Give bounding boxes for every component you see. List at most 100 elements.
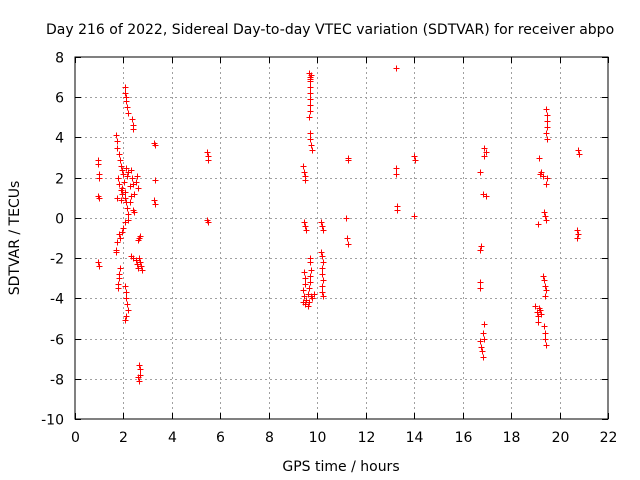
data-point <box>543 217 550 224</box>
data-point <box>300 163 307 170</box>
data-point <box>205 157 212 164</box>
data-point <box>575 147 582 154</box>
data-point <box>205 219 212 226</box>
x-tick-label: 6 <box>216 430 225 446</box>
data-point <box>305 303 312 310</box>
data-point <box>123 98 130 105</box>
data-point <box>477 247 484 254</box>
data-point <box>307 84 314 91</box>
data-point <box>543 181 550 188</box>
data-point <box>118 197 125 204</box>
data-point <box>544 136 551 143</box>
y-tick-label: -10 <box>41 413 64 429</box>
data-point <box>96 175 103 182</box>
data-point <box>120 171 127 178</box>
data-point <box>479 348 486 355</box>
data-point <box>544 112 551 119</box>
data-point <box>542 283 549 290</box>
data-point <box>139 267 146 274</box>
data-point <box>119 185 126 192</box>
data-point <box>135 185 142 192</box>
data-point <box>543 287 550 294</box>
data-point <box>114 138 121 145</box>
data-point <box>204 149 211 156</box>
data-point <box>532 303 539 310</box>
data-point <box>319 265 326 272</box>
data-point <box>535 319 542 326</box>
data-point <box>307 76 314 83</box>
data-point <box>308 267 315 274</box>
data-point <box>120 225 127 232</box>
data-point <box>478 243 485 250</box>
data-point <box>480 354 487 361</box>
data-point <box>96 195 103 202</box>
data-point <box>543 106 550 113</box>
data-point <box>115 175 122 182</box>
y-tick-label: -8 <box>50 373 64 389</box>
data-point <box>311 291 318 298</box>
x-tick-label: 2 <box>119 430 128 446</box>
data-point <box>302 275 309 282</box>
data-point <box>544 124 551 131</box>
data-point <box>307 136 314 143</box>
data-point <box>320 227 327 234</box>
data-point <box>95 259 102 266</box>
data-point <box>544 175 551 182</box>
data-point <box>122 90 129 97</box>
y-tick-label: -4 <box>50 292 64 308</box>
data-point <box>319 283 326 290</box>
data-point <box>477 285 484 292</box>
data-point <box>301 219 308 226</box>
data-point <box>118 163 125 170</box>
data-point <box>138 263 145 270</box>
data-point <box>307 90 314 97</box>
data-point <box>119 167 126 174</box>
data-point <box>411 153 418 160</box>
x-tick-label: 12 <box>358 430 376 446</box>
data-point <box>303 227 310 234</box>
data-point <box>537 307 544 314</box>
data-point <box>541 323 548 330</box>
y-tick-label: 4 <box>55 131 64 147</box>
data-point <box>481 321 488 328</box>
data-point <box>542 330 549 337</box>
data-point <box>307 130 314 137</box>
data-point <box>116 151 123 158</box>
data-point <box>307 279 314 286</box>
data-point <box>137 233 144 240</box>
data-point <box>117 235 124 242</box>
data-point <box>116 275 123 282</box>
data-point <box>483 149 490 156</box>
data-point <box>114 195 121 202</box>
data-point <box>393 65 400 72</box>
data-point <box>151 197 158 204</box>
data-point <box>123 165 130 172</box>
data-point <box>152 142 159 149</box>
data-point <box>134 173 141 180</box>
x-tick-label: 8 <box>265 430 274 446</box>
data-point <box>122 219 129 226</box>
data-point <box>540 173 547 180</box>
data-point <box>124 173 131 180</box>
data-point <box>302 223 309 230</box>
data-point <box>137 259 144 266</box>
data-point <box>130 126 137 133</box>
data-point <box>574 235 581 242</box>
data-point <box>318 219 325 226</box>
data-point <box>133 179 140 186</box>
x-tick-label: 22 <box>600 430 618 446</box>
data-point <box>309 147 316 154</box>
x-axis-tick-labels: 0 2 4 6 8 10 12 14 16 18 20 22 <box>71 430 617 446</box>
data-point <box>538 311 545 318</box>
data-point <box>478 344 485 351</box>
data-point <box>123 313 130 320</box>
data-point <box>152 177 159 184</box>
x-tick-label: 14 <box>406 430 424 446</box>
data-point <box>306 299 313 306</box>
data-point <box>535 221 542 228</box>
data-point <box>125 307 132 314</box>
y-axis-title: SDTVAR / TECUs <box>7 181 23 296</box>
y-tick-label: 2 <box>55 172 64 188</box>
x-tick-label: 20 <box>552 430 570 446</box>
data-point <box>576 151 583 158</box>
